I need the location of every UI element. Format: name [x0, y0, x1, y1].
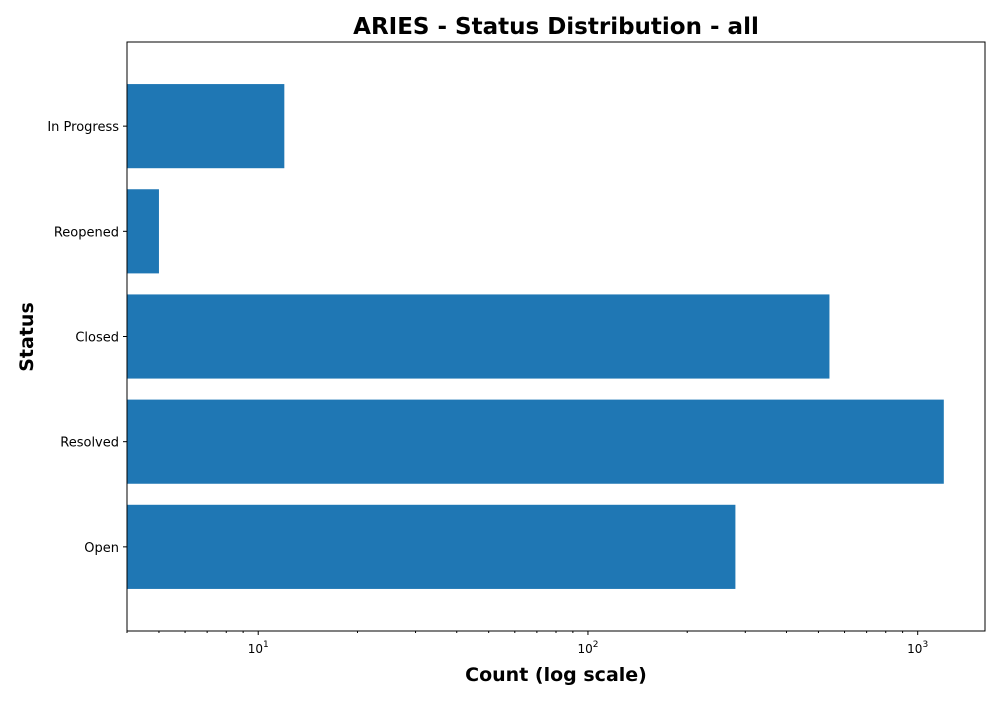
bars-group [127, 84, 944, 589]
bar-reopened [127, 189, 159, 274]
bar-resolved [127, 399, 944, 484]
x-ticks-group: 101 102 103 [126, 631, 928, 656]
y-tick-label: Closed [75, 331, 119, 346]
y-tick-label: Open [84, 541, 119, 556]
bar-open [127, 504, 736, 589]
y-tick-label: Resolved [60, 436, 119, 451]
x-tick-label: 102 [577, 640, 598, 656]
y-tick-label: Reopened [54, 225, 119, 240]
x-tick-label: 103 [907, 640, 928, 656]
y-axis-label: Status [16, 302, 38, 372]
x-tick-label: 101 [248, 640, 269, 656]
y-ticks-group: Open Resolved Closed Reopened In Progress [47, 120, 127, 556]
chart-title: ARIES - Status Distribution - all [353, 14, 759, 40]
bar-in-progress [127, 84, 285, 169]
plot-frame [126, 41, 986, 632]
bar-closed [127, 294, 830, 379]
x-axis-label: Count (log scale) [465, 664, 647, 686]
y-tick-label: In Progress [47, 120, 119, 135]
